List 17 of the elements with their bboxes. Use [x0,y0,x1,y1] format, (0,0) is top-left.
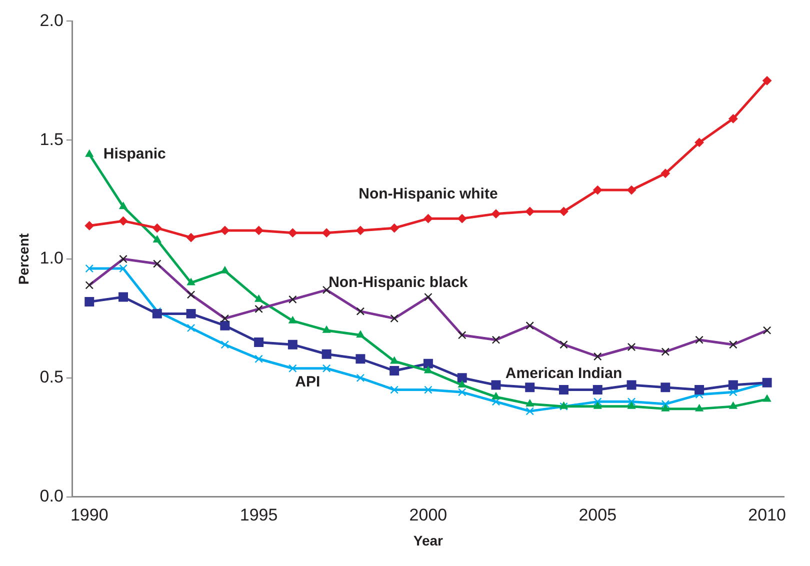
x-tick-label: 1990 [70,506,108,525]
y-tick-label: 0.5 [40,368,64,387]
x-tick-label: 2000 [409,506,448,525]
x-tick-label: 1995 [240,506,278,525]
y-tick-label: 0.0 [40,486,64,506]
series-label: Hispanic [103,146,166,163]
y-tick-label: 1.5 [40,130,64,149]
series-label: American Indian [505,364,622,382]
y-tick-label: 2.0 [40,10,64,30]
series-label: API [295,374,320,391]
x-axis-title: Year [413,532,444,548]
x-tick-label: 2010 [748,506,786,525]
series-label: Non-Hispanic white [358,186,498,203]
x-tick-label: 2005 [578,506,617,525]
y-tick-label: 1.0 [40,248,64,268]
y-axis-title: Percent [15,232,32,285]
series-label: Non-Hispanic black [328,274,468,292]
